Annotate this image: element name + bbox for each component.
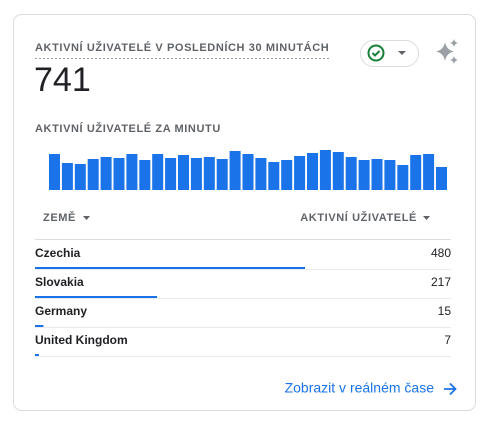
minute-bar	[49, 154, 60, 190]
minute-bar	[139, 160, 151, 190]
card-title: AKTIVNÍ UŽIVATELÉ V POSLEDNÍCH 30 MINUTÁ…	[35, 41, 329, 54]
check-circle	[367, 44, 385, 62]
share-bar	[35, 354, 39, 356]
minute-bar	[436, 167, 447, 190]
share-bar	[35, 325, 44, 327]
minute-bar	[216, 159, 228, 190]
minute-bar	[87, 159, 99, 190]
sparkle	[450, 39, 458, 47]
dropdown-arrow	[398, 51, 406, 55]
minute-bar	[152, 154, 164, 190]
minute-bar	[423, 154, 435, 190]
minute-bar	[113, 158, 125, 190]
realtime-link[interactable]: Zobrazit v reálném čase	[285, 380, 457, 396]
minute-bar	[307, 153, 318, 190]
sort-arrow	[423, 216, 430, 220]
minute-bar	[332, 152, 344, 190]
users: 7	[444, 333, 451, 347]
minute-bar	[345, 157, 357, 190]
minute-bar	[384, 160, 396, 190]
minute-bar	[61, 163, 73, 190]
minute-bar	[100, 157, 112, 190]
minute-bar	[319, 150, 331, 190]
country: United Kingdom	[35, 333, 128, 347]
link-arrow	[444, 382, 457, 396]
share-bar	[35, 296, 158, 298]
share-bar	[35, 267, 305, 269]
minute-bar	[242, 154, 254, 190]
minute-bar	[268, 162, 280, 190]
minute-bar	[203, 157, 215, 190]
minute-bar	[229, 151, 241, 190]
sort-arrow	[83, 216, 90, 220]
column-header[interactable]: AKTIVNÍ UŽIVATELÉ	[300, 211, 417, 224]
sparkle	[436, 42, 454, 61]
minute-bar	[281, 160, 293, 190]
sparkle	[450, 56, 458, 64]
users: 480	[431, 246, 451, 260]
country: Czechia	[35, 246, 81, 260]
minute-bar	[190, 158, 202, 190]
minute-bar	[371, 159, 383, 190]
minute-bar	[178, 155, 189, 190]
column-header[interactable]: ZEMĚ	[43, 211, 76, 224]
insights-icon[interactable]	[436, 39, 458, 64]
minute-bar	[165, 158, 177, 190]
users: 15	[438, 304, 452, 318]
minute-bar	[397, 165, 409, 190]
chart-title: AKTIVNÍ UŽIVATELÉ ZA MINUTU	[35, 122, 221, 135]
minute-bar	[410, 155, 422, 190]
card-border	[13, 14, 476, 411]
minute-bar	[294, 156, 306, 190]
country: Germany	[35, 304, 87, 318]
country: Slovakia	[35, 275, 84, 289]
link-text[interactable]: Zobrazit v reálném čase	[285, 380, 435, 396]
users: 217	[431, 275, 451, 289]
minute-bar	[74, 164, 86, 190]
check	[371, 50, 381, 57]
status-button[interactable]	[360, 40, 419, 67]
minute-bar	[358, 160, 370, 190]
total: 741	[34, 61, 91, 99]
minute-bar	[255, 158, 267, 190]
minute-bar	[126, 154, 138, 190]
